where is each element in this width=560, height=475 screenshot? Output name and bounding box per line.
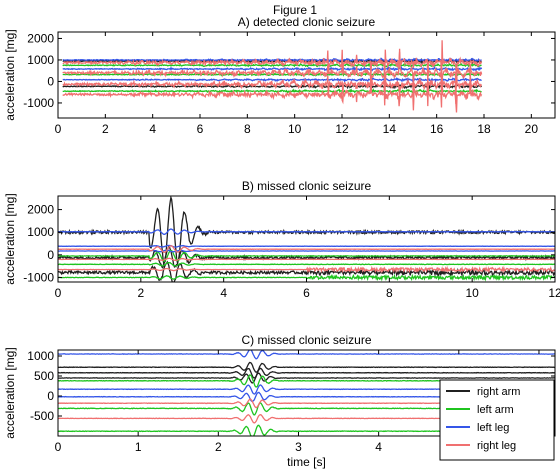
x-tick-label: 3 xyxy=(295,440,302,454)
x-tick-label: 0 xyxy=(55,440,62,454)
legend-box xyxy=(439,379,555,461)
trace-right-arm-1 xyxy=(58,361,555,373)
panel-a-ylabel: acceleration [mg] xyxy=(3,29,17,120)
x-tick-label: 4 xyxy=(375,440,382,454)
trace-right-leg-3 xyxy=(62,65,483,107)
trace-left-leg-2 xyxy=(58,244,555,248)
y-tick-label: 2000 xyxy=(27,31,54,45)
x-tick-label: 12 xyxy=(548,286,560,300)
trace-right-leg-2 xyxy=(62,52,483,88)
legend-label-right-arm: right arm xyxy=(477,386,520,398)
trace-right-arm-3 xyxy=(58,372,555,384)
x-tick-label: 12 xyxy=(335,122,349,136)
trace-right-leg-1 xyxy=(62,40,483,85)
x-tick-label: 6 xyxy=(303,286,310,300)
y-tick-label: 1000 xyxy=(27,53,54,67)
x-tick-label: 18 xyxy=(477,122,491,136)
trace-right-arm-2 xyxy=(58,367,555,379)
x-tick-label: 8 xyxy=(244,122,251,136)
panel-b-title: B) missed clonic seizure xyxy=(242,179,372,193)
x-tick-label: 2 xyxy=(215,440,222,454)
panel-a-traces xyxy=(62,40,483,113)
legend: right arm left arm left leg right leg xyxy=(439,379,555,461)
legend-label-left-arm: left arm xyxy=(477,404,514,416)
x-tick-label: 20 xyxy=(525,122,539,136)
panel-a-axes-box xyxy=(57,31,556,119)
y-tick-label: 1000 xyxy=(27,349,54,363)
trace-right-arm-2 xyxy=(62,83,482,90)
panel-a: A) detected clonic seizure acceleration [… xyxy=(3,15,556,136)
trace-left-arm-1 xyxy=(62,62,482,70)
x-tick-label: 2 xyxy=(102,122,109,136)
y-tick-label: -1000 xyxy=(23,96,54,110)
y-tick-label: 0 xyxy=(47,74,54,88)
x-tick-label: 2 xyxy=(137,286,144,300)
panel-b-traces xyxy=(58,196,555,282)
x-tick-label: 10 xyxy=(465,286,479,300)
y-tick-label: 2000 xyxy=(27,203,54,217)
trace-left-leg-2 xyxy=(62,65,483,72)
trace-right-arm-1 xyxy=(58,196,555,267)
trace-left-arm-3 xyxy=(58,273,555,282)
x-tick-label: 0 xyxy=(55,122,62,136)
trace-right-arm-2 xyxy=(58,245,555,269)
x-tick-label: 16 xyxy=(430,122,444,136)
panel-b-ylabel: acceleration [mg] xyxy=(3,193,17,284)
trace-left-arm-1 xyxy=(58,249,555,263)
trace-left-leg-1 xyxy=(58,350,555,360)
legend-label-right-leg: right leg xyxy=(477,440,516,452)
legend-label-left-leg: left leg xyxy=(477,422,509,434)
trace-left-leg-3 xyxy=(62,77,482,83)
figure-title: Figure 1 xyxy=(273,3,317,17)
trace-right-leg-4 xyxy=(62,71,483,113)
trace-right-arm-3 xyxy=(58,260,555,282)
panel-c-xlabel: time [s] xyxy=(287,455,326,469)
y-tick-label: 1000 xyxy=(27,225,54,239)
x-tick-label: 8 xyxy=(386,286,393,300)
x-tick-label: 14 xyxy=(383,122,397,136)
panel-c-ylabel: acceleration [mg] xyxy=(3,347,17,438)
trace-left-arm-2 xyxy=(58,261,555,267)
trace-left-leg-1 xyxy=(58,228,555,235)
trace-left-arm-2 xyxy=(62,71,483,78)
trace-right-leg-3 xyxy=(58,265,555,274)
y-tick-label: 500 xyxy=(34,369,54,383)
y-tick-label: 0 xyxy=(47,248,54,262)
trace-right-leg-2 xyxy=(58,257,555,262)
panel-b: B) missed clonic seizure acceleration [mg… xyxy=(3,179,560,300)
panel-c-axes-box xyxy=(57,349,556,437)
x-tick-label: 4 xyxy=(220,286,227,300)
panel-c-title: C) missed clonic seizure xyxy=(241,333,371,347)
trace-left-arm-3 xyxy=(62,88,482,94)
trace-left-leg-3 xyxy=(58,249,555,253)
x-tick-label: 6 xyxy=(197,122,204,136)
y-tick-label: -1000 xyxy=(23,270,54,284)
y-tick-label: 0 xyxy=(47,389,54,403)
y-tick-label: -500 xyxy=(30,409,54,423)
x-tick-label: 4 xyxy=(149,122,156,136)
trace-right-leg-1 xyxy=(58,245,555,253)
panel-a-title: A) detected clonic seizure xyxy=(238,15,376,29)
x-tick-label: 1 xyxy=(135,440,142,454)
x-tick-label: 0 xyxy=(55,286,62,300)
x-tick-label: 10 xyxy=(288,122,302,136)
